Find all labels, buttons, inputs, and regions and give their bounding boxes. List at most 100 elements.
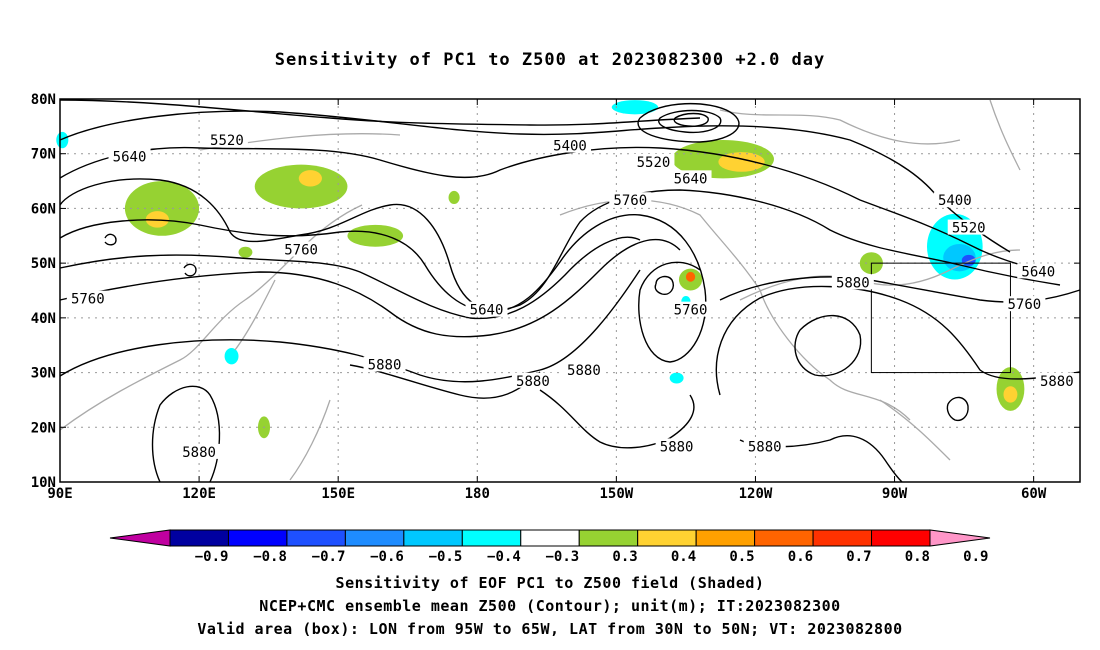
colorbar-label: −0.7: [312, 549, 346, 565]
contour-label: 5760: [674, 303, 708, 319]
colorbar-swatch: [871, 529, 931, 547]
lon-tick-label: 60W: [1021, 486, 1047, 502]
map-frame: [59, 98, 1081, 483]
contour-label-bg: [655, 438, 698, 454]
contour-label: 5520: [637, 155, 671, 171]
lat-tick-label: 20N: [31, 420, 56, 436]
contour-label-bg: [363, 356, 406, 372]
contour-line: [654, 275, 674, 295]
lon-tick-label: 90W: [882, 486, 908, 502]
lat-tick-label: 40N: [31, 311, 56, 327]
colorbar-swatch: [637, 529, 697, 547]
chart-title: Sensitivity of PC1 to Z500 at 2023082300…: [274, 50, 826, 70]
contour-line: [637, 102, 740, 143]
colorbar-swatch: [695, 529, 756, 547]
colorbar-label: 0.6: [788, 549, 813, 565]
colorbar-swatch: [169, 529, 229, 547]
caption-valid-area: Valid area (box): LON from 95W to 65W, L…: [197, 620, 903, 638]
contour-label-bg: [1035, 372, 1078, 388]
colorbar-label: 0.4: [671, 549, 696, 565]
contour-label-bg: [108, 148, 151, 164]
colorbar-swatch: [520, 529, 580, 547]
colorbar-swatch: [227, 529, 288, 547]
shading-patch: [611, 100, 659, 115]
z500-contours: [59, 99, 1081, 483]
contour-line: [183, 263, 197, 277]
shading-patch: [238, 246, 253, 258]
contour-label-bg: [831, 274, 874, 290]
coastline: [719, 109, 961, 145]
colorbar-extend-low: [109, 529, 171, 547]
colorbar-label: 0.8: [905, 549, 930, 565]
coastline: [234, 279, 276, 351]
contour-line: [151, 385, 221, 483]
shading-patch: [1003, 386, 1018, 403]
valid-area-box: [870, 262, 1011, 374]
shading-patch: [718, 152, 765, 172]
contour-label: 5520: [210, 133, 244, 149]
contour-label-bg: [178, 443, 221, 459]
contour-label-bg: [562, 361, 605, 377]
colorbar-swatch: [344, 529, 405, 547]
contour-label-bg: [933, 192, 976, 208]
contour-line: [59, 214, 707, 363]
shading-patch: [685, 271, 696, 282]
contour-line: [539, 389, 695, 449]
contour-label-bg: [465, 301, 508, 317]
contour-label: 5520: [952, 221, 986, 237]
contour-label-bg: [1003, 296, 1046, 312]
contour-label: 5400: [553, 139, 587, 155]
colorbar-swatch: [754, 529, 814, 547]
shading-patch: [254, 164, 348, 209]
contour-label: 5640: [1021, 264, 1055, 280]
contour-label-bg: [205, 132, 248, 148]
contour-line: [59, 269, 641, 383]
contour-label-bg: [669, 301, 712, 317]
lon-tick-label: 120E: [182, 486, 216, 502]
contour-label: 5640: [113, 149, 147, 165]
contour-label: 5880: [516, 374, 550, 390]
shading-patch: [347, 224, 404, 247]
colorbar-label: 0.5: [729, 549, 754, 565]
contour-label-bg: [280, 241, 323, 257]
lat-tick-label: 70N: [31, 147, 56, 163]
lon-tick-label: 150W: [600, 486, 634, 502]
contour-label-bg: [743, 438, 786, 454]
contour-label-bg: [609, 192, 652, 208]
contour-line: [59, 236, 641, 320]
sensitivity-shading: [56, 100, 1025, 439]
shading-patch: [298, 170, 322, 187]
axis-ticks: 90E 120E 150E 180 150W 120W 90W 60W 80N 70N 60N 50N…: [31, 92, 1080, 502]
coastline: [739, 249, 1021, 301]
colorbar-extend-high: [929, 529, 991, 547]
contour-line: [59, 146, 1041, 271]
coastlines: [59, 99, 1021, 481]
contour-label: 5880: [567, 363, 601, 379]
lat-tick-label: 30N: [31, 366, 56, 382]
lon-tick-label: 180: [465, 486, 490, 502]
coastline: [879, 399, 951, 461]
contour-label: 5880: [748, 439, 782, 455]
contour-label-bg: [632, 153, 675, 169]
colorbar-label: −0.6: [370, 549, 404, 565]
lat-tick-label: 10N: [31, 475, 56, 491]
contour-label: 5760: [613, 193, 647, 209]
colorbar: −0.9 −0.8 −0.7 −0.6 −0.5 −0.4 −0.3 0.3 0.4 0.5 0.6…: [109, 529, 991, 565]
coastline: [989, 99, 1021, 171]
contour-line: [946, 396, 969, 422]
valid-area-rect: [870, 262, 1011, 374]
contour-label: 5880: [182, 445, 216, 461]
colorbar-swatch: [286, 529, 346, 547]
lon-tick-label: 120W: [739, 486, 773, 502]
contour-label: 5640: [470, 303, 504, 319]
colorbar-label: −0.4: [487, 549, 521, 565]
contour-line: [715, 285, 1081, 396]
contour-label: 5880: [660, 439, 694, 455]
lat-tick-label: 80N: [31, 92, 56, 108]
contour-line: [794, 314, 862, 377]
contour-label: 5760: [71, 292, 105, 308]
contour-label: 5880: [836, 275, 870, 291]
colorbar-label: −0.9: [195, 549, 229, 565]
lat-tick-label: 50N: [31, 256, 56, 272]
